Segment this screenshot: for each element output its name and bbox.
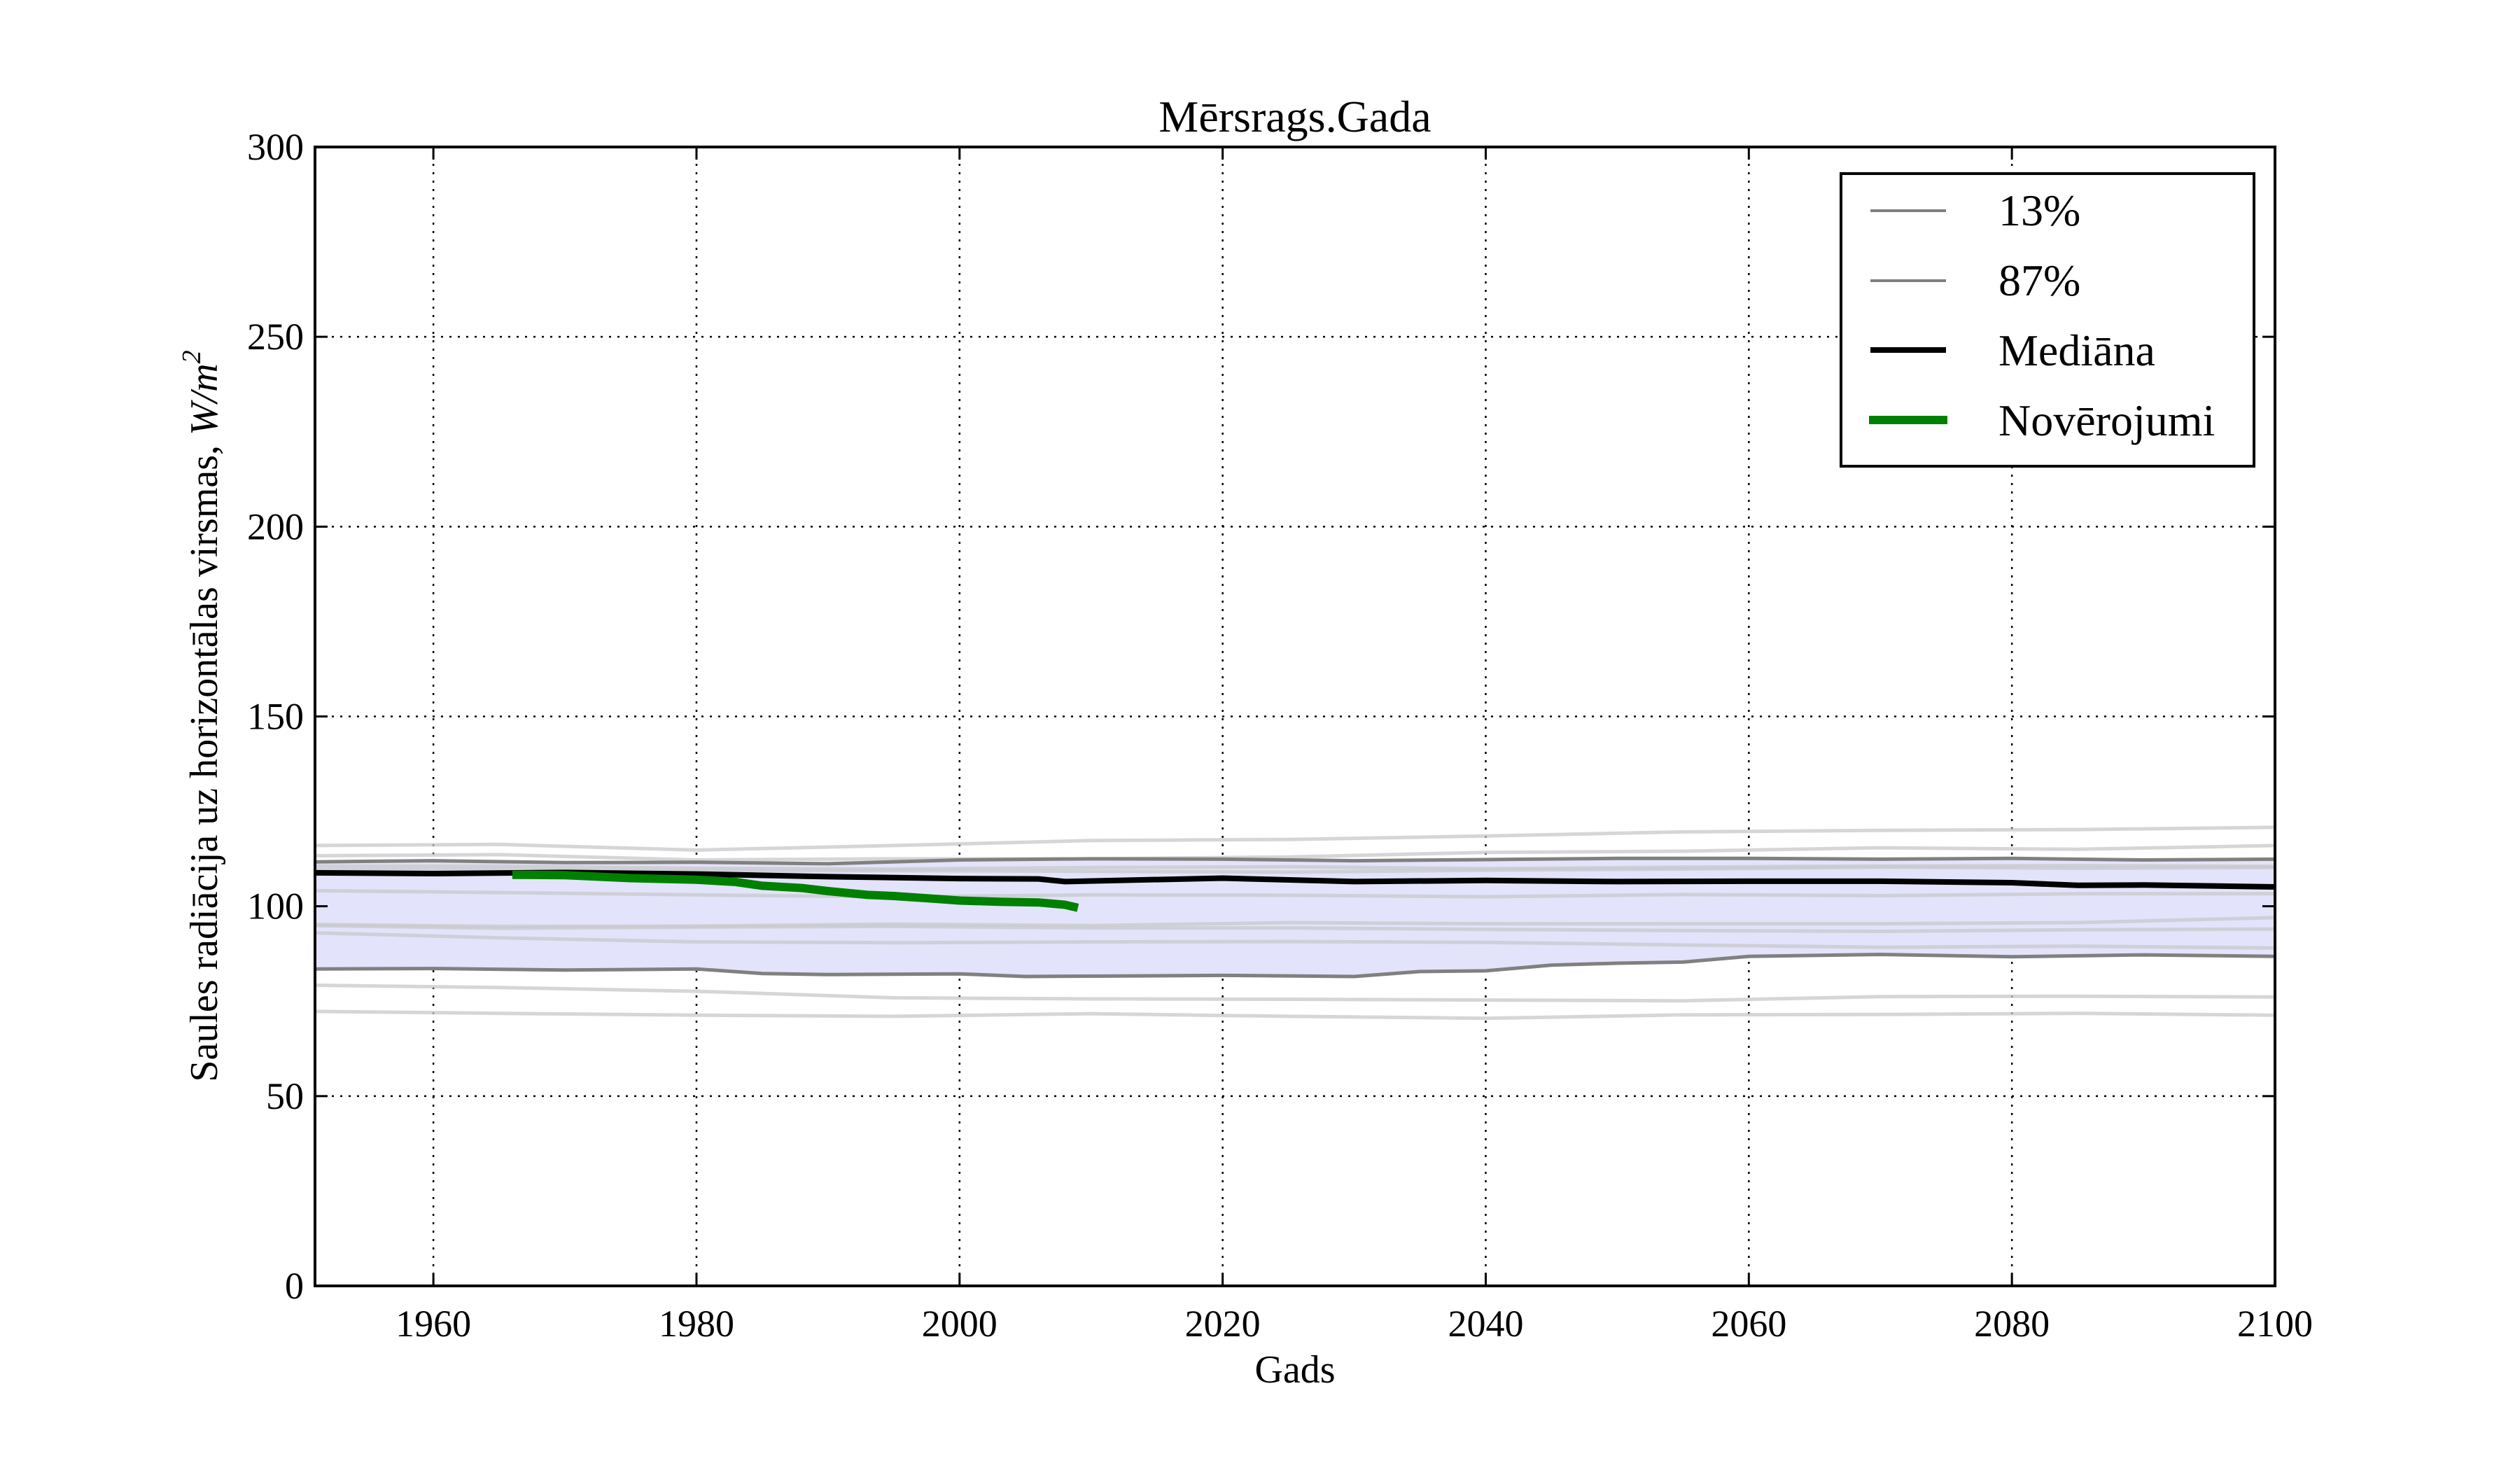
ensemble-lines: [314, 825, 2276, 1021]
ensemble-line: [314, 983, 2276, 1003]
ensemble-line: [314, 825, 2276, 852]
legend-label-87: 87%: [1998, 255, 2080, 305]
y-tick-label: 50: [266, 1075, 304, 1117]
ensemble-line: [314, 844, 2276, 862]
tick-labels: 1960 1980 2000 2020 2040 2060 2080 2100 0 50 100 15…: [247, 126, 2313, 1345]
y-tick-label: 250: [247, 316, 304, 358]
legend-label-median: Mediāna: [1998, 326, 2155, 375]
y-axis-label-unit: W/m: [183, 363, 226, 435]
x-tick-label: 2040: [1448, 1303, 1523, 1345]
axes: [314, 146, 2276, 1287]
x-tick-label: 2000: [922, 1303, 997, 1345]
legend-label-13: 13%: [1998, 186, 2080, 235]
x-tick-label: 2060: [1711, 1303, 1786, 1345]
y-axis-label: Saules radiācija uz horizontālas virsmas…: [177, 350, 226, 1082]
y-tick-label: 300: [247, 126, 304, 168]
line-median: [314, 869, 2276, 890]
legend-label-observations: Novērojumi: [1998, 396, 2215, 445]
x-tick-label: 2100: [2237, 1303, 2313, 1345]
legend: 13% 87% Mediāna Novērojumi: [1840, 172, 2255, 468]
chart-title: Mērsrags.Gada: [1158, 92, 1431, 141]
y-axis-label-text: Saules radiācija uz horizontālas virsmas…: [183, 435, 226, 1082]
line-87: [314, 856, 2276, 866]
line-13: [314, 953, 2276, 979]
ensemble-line: [314, 1009, 2276, 1021]
y-tick-label: 150: [247, 696, 304, 738]
line-observations: [512, 870, 1079, 912]
ensemble-line: [314, 923, 2276, 934]
series-lines: [314, 856, 2276, 979]
ensemble-line: [314, 888, 2275, 899]
ensemble-line: [314, 865, 2276, 874]
x-axis-label: Gads: [1254, 1348, 1335, 1392]
ensemble-line: [314, 931, 2276, 950]
y-tick-label: 0: [285, 1265, 304, 1307]
x-tick-label: 2020: [1185, 1303, 1261, 1345]
y-tick-label: 100: [247, 886, 304, 927]
x-tick-label: 1980: [659, 1303, 734, 1345]
y-tick-label: 200: [247, 505, 304, 547]
x-tick-label: 2080: [1974, 1303, 2050, 1345]
x-tick-label: 1960: [396, 1303, 471, 1345]
y-axis-label-exponent: 2: [177, 350, 206, 363]
